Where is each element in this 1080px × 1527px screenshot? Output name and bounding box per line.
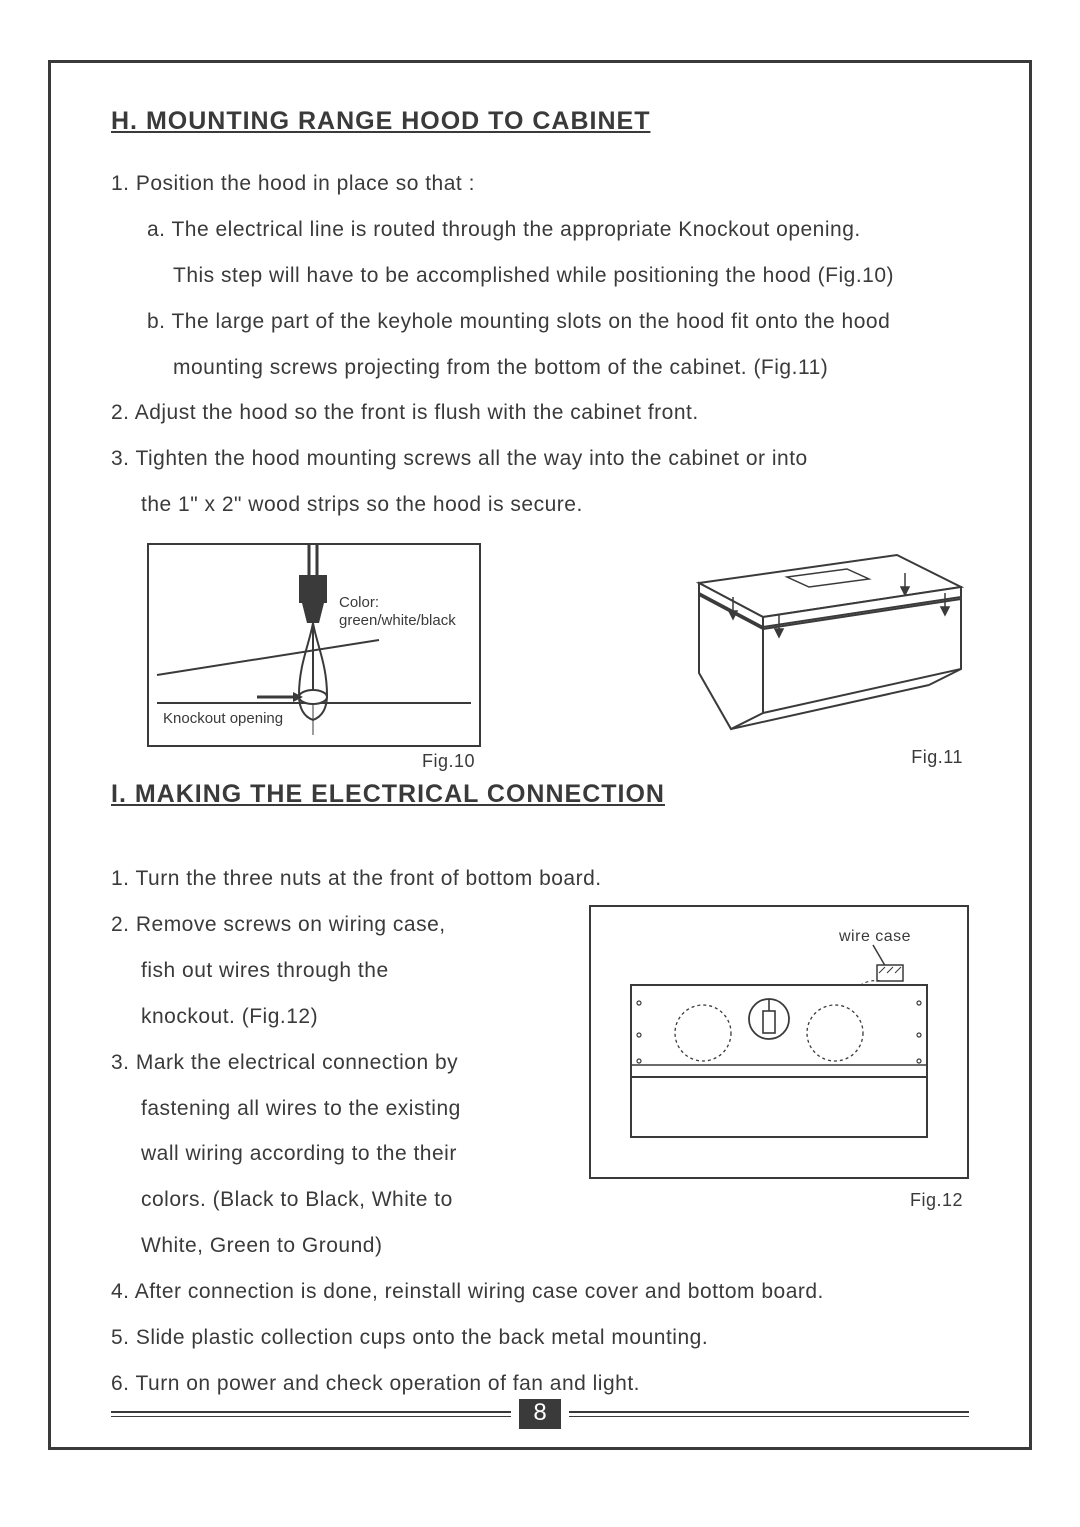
content-frame: H. MOUNTING RANGE HOOD TO CABINET 1. Pos…	[48, 60, 1032, 1450]
fig10-svg: Color: green/white/black Knockout openin…	[149, 545, 479, 745]
fig11-block: Fig.11	[669, 543, 969, 772]
i-item5: 5. Slide plastic collection cups onto th…	[111, 1318, 969, 1358]
fig10-box: Color: green/white/black Knockout openin…	[147, 543, 481, 747]
fig12-caption: Fig.12	[910, 1183, 963, 1217]
i-item2-l3: knockout. (Fig.12)	[111, 997, 565, 1037]
fig11-svg	[669, 543, 969, 743]
h-item2: 2. Adjust the hood so the front is flush…	[111, 393, 969, 433]
figures-row-1: Color: green/white/black Knockout openin…	[147, 543, 969, 772]
fig12-wirecase-label: wire case	[838, 928, 911, 945]
footer-line-right	[569, 1411, 969, 1417]
i-item2-l2: fish out wires through the	[111, 951, 565, 991]
fig11-caption: Fig.11	[911, 747, 963, 768]
section-h-title: H. MOUNTING RANGE HOOD TO CABINET	[111, 107, 969, 136]
footer-line-left	[111, 1411, 511, 1417]
h-item1a-l1: a. The electrical line is routed through…	[111, 210, 969, 250]
h-item1a-l2: This step will have to be accomplished w…	[111, 256, 969, 296]
fig12-box: wire case	[589, 905, 969, 1179]
page: H. MOUNTING RANGE HOOD TO CABINET 1. Pos…	[0, 0, 1080, 1527]
i-item3-l2: fastening all wires to the existing	[111, 1089, 565, 1129]
i-item1: 1. Turn the three nuts at the front of b…	[111, 859, 969, 899]
section-i-body: 1. Turn the three nuts at the front of b…	[111, 837, 969, 1404]
h-item3-l2: the 1" x 2" wood strips so the hood is s…	[111, 485, 969, 525]
fig10-block: Color: green/white/black Knockout openin…	[147, 543, 481, 772]
fig10-color-l2: green/white/black	[339, 612, 456, 629]
page-number: 8	[519, 1399, 560, 1429]
h-item1b-l2: mounting screws projecting from the bott…	[111, 348, 969, 388]
h-item1b-l1: b. The large part of the keyhole mountin…	[111, 302, 969, 342]
i-item2-l1: 2. Remove screws on wiring case,	[111, 905, 565, 945]
fig12-svg: wire case	[591, 907, 967, 1177]
fig10-caption: Fig.10	[422, 751, 475, 772]
section-h-body: 1. Position the hood in place so that : …	[111, 164, 969, 525]
i-item3-l5: White, Green to Ground)	[111, 1226, 565, 1266]
i-item3-l1: 3. Mark the electrical connection by	[111, 1043, 565, 1083]
i-item3-l4: colors. (Black to Black, White to	[111, 1180, 565, 1220]
fig11-box	[669, 543, 969, 743]
section-i-title: I. MAKING THE ELECTRICAL CONNECTION	[111, 780, 969, 809]
i-item3-l3: wall wiring according to the their	[111, 1134, 565, 1174]
i-item6: 6. Turn on power and check operation of …	[111, 1364, 969, 1404]
fig10-color-l1: Color:	[339, 594, 379, 611]
fig10-knockout-label: Knockout opening	[163, 710, 283, 727]
page-footer: 8	[111, 1399, 969, 1429]
i-item4: 4. After connection is done, reinstall w…	[111, 1272, 969, 1312]
h-item1-lead: 1. Position the hood in place so that :	[111, 164, 969, 204]
h-item3-l1: 3. Tighten the hood mounting screws all …	[111, 439, 969, 479]
